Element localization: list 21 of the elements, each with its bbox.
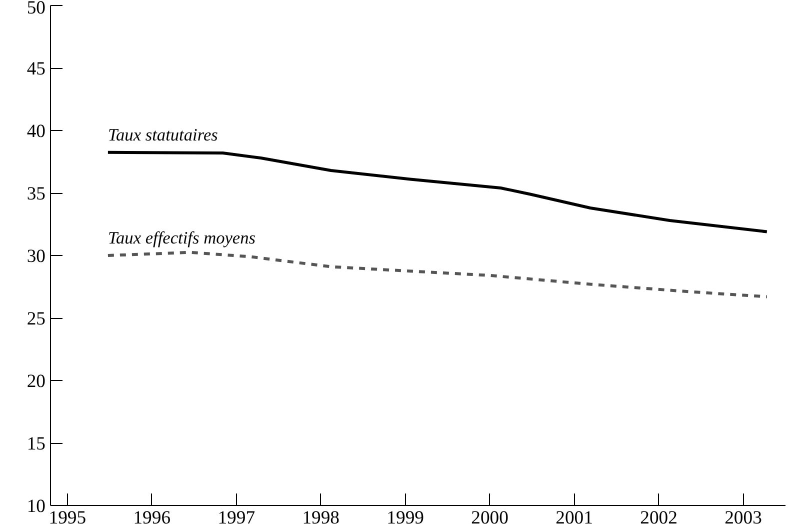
x-tick-label: 2002 bbox=[640, 508, 678, 528]
y-tick-label: 10 bbox=[26, 496, 46, 517]
x-tick-label: 2000 bbox=[471, 508, 508, 528]
y-tick-label: 25 bbox=[26, 308, 46, 330]
y-tick-label: 20 bbox=[26, 371, 46, 392]
x-tick-label: 2003 bbox=[724, 508, 762, 528]
x-tick-label: 1995 bbox=[48, 508, 86, 528]
x-tick-label: 1996 bbox=[133, 508, 171, 528]
x-tick-label: 2001 bbox=[556, 508, 593, 528]
x-tick-label: 1999 bbox=[386, 508, 424, 528]
series-label: Taux effectifs moyens bbox=[108, 228, 256, 248]
y-tick-label: 45 bbox=[26, 58, 46, 80]
line-series bbox=[106, 250, 768, 298]
y-tick-label: 30 bbox=[26, 246, 46, 267]
x-tick-label: 1997 bbox=[218, 508, 256, 528]
y-tick-label: 15 bbox=[26, 434, 46, 454]
y-tick-label: 50 bbox=[26, 0, 46, 18]
series-label: Taux statutaires bbox=[108, 125, 218, 144]
y-tick-label: 40 bbox=[26, 121, 46, 142]
x-tick-label: 1998 bbox=[302, 508, 340, 528]
y-tick-label: 35 bbox=[26, 184, 46, 204]
